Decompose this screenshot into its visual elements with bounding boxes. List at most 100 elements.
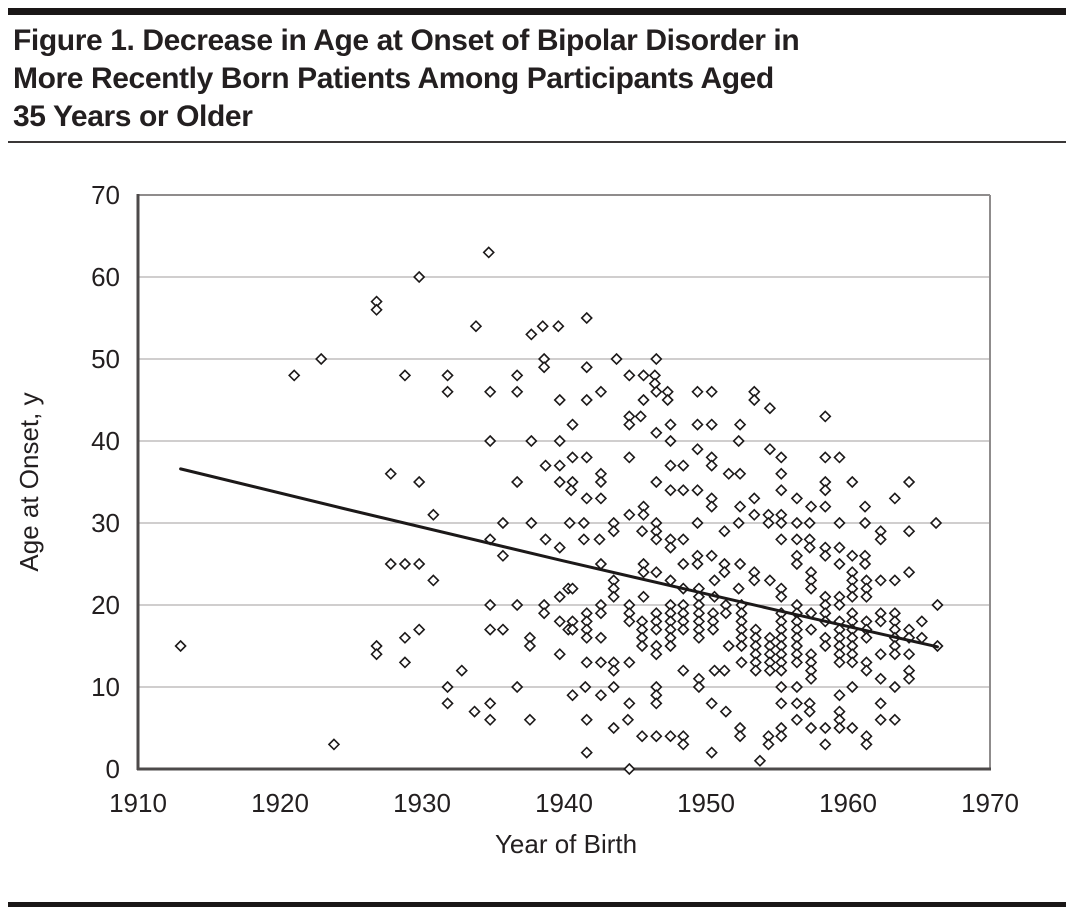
data-point-diamond — [846, 656, 859, 669]
data-point-diamond — [790, 492, 804, 505]
data-point-diamond — [819, 484, 832, 497]
data-point-diamond — [888, 492, 901, 505]
data-point-diamond — [763, 664, 777, 677]
data-point-diamond — [623, 418, 636, 431]
data-point-diamond — [664, 639, 677, 653]
data-point-diamond — [790, 516, 804, 530]
plot-border — [136, 194, 991, 771]
data-point-diamond — [482, 246, 495, 259]
data-point-diamond — [650, 730, 663, 743]
data-point-diamond — [691, 484, 704, 497]
figure-title-line-3: 35 Years or Older — [13, 100, 253, 133]
data-point-diamond — [833, 598, 846, 612]
data-point-diamond — [384, 557, 397, 571]
data-point-diamond — [775, 664, 788, 677]
data-point-diamond — [650, 648, 663, 661]
data-point-diamond — [677, 623, 690, 636]
data-point-diamond — [833, 516, 846, 530]
trend-line — [179, 467, 939, 649]
data-point-diamond — [580, 746, 593, 759]
data-point-diamond — [607, 664, 620, 677]
data-point-diamond — [748, 393, 761, 407]
data-point-diamond — [511, 680, 524, 694]
data-point-diamond — [803, 516, 816, 530]
data-point-diamond — [580, 713, 593, 726]
data-point-diamond — [775, 451, 788, 464]
data-point-diamond — [677, 738, 690, 751]
data-point-diamond — [677, 664, 690, 677]
data-point-diamond — [902, 525, 916, 538]
data-point-diamond — [441, 697, 454, 710]
y-tick-label-20: 20 — [91, 590, 120, 620]
x-tick-label-1940: 1940 — [535, 788, 593, 818]
data-point-diamond — [888, 713, 901, 726]
data-point-diamond — [579, 680, 592, 694]
data-point-diamond — [580, 656, 593, 669]
data-point-diamond — [915, 615, 928, 628]
data-point-diamond — [511, 475, 524, 489]
data-point-diamond — [733, 418, 747, 431]
data-point-diamond — [441, 680, 454, 694]
data-point-diamond — [874, 697, 887, 710]
data-point-diamond — [803, 541, 816, 554]
x-tick-label-1930: 1930 — [393, 788, 451, 818]
data-point-diamond — [553, 590, 566, 603]
data-point-diamond — [775, 680, 788, 694]
data-point-diamond — [803, 705, 816, 718]
data-point-diamond — [749, 664, 762, 677]
data-point-diamond — [580, 451, 593, 464]
data-point-diamond — [664, 459, 677, 472]
data-point-diamond — [635, 730, 649, 743]
data-point-diamond — [564, 484, 578, 497]
data-point-diamond — [846, 721, 859, 735]
data-point-diamond — [902, 475, 916, 489]
data-point-diamond — [664, 730, 677, 743]
data-point-diamond — [691, 516, 704, 530]
data-point-diamond — [536, 320, 549, 333]
data-point-diamond — [692, 631, 706, 644]
data-point-diamond — [650, 623, 663, 636]
data-point-diamond — [833, 451, 846, 464]
data-point-diamond — [732, 582, 745, 595]
data-point-diamond — [664, 434, 677, 448]
data-point-diamond — [539, 533, 552, 546]
data-point-diamond — [594, 656, 608, 669]
y-tick-label-40: 40 — [91, 426, 120, 456]
data-point-diamond — [775, 516, 788, 530]
data-point-diamond — [719, 705, 733, 718]
data-point-diamond — [637, 590, 650, 603]
y-axis-title: Age at Onset, y — [14, 392, 44, 571]
data-point-diamond — [623, 451, 636, 464]
data-point-diamond — [469, 320, 483, 333]
data-point-diamond — [874, 713, 887, 726]
data-point-diamond — [705, 549, 718, 562]
data-point-diamond — [790, 557, 804, 571]
data-point-diamond — [484, 385, 497, 398]
data-point-diamond — [370, 648, 383, 661]
data-point-diamond — [748, 574, 761, 587]
data-point-diamond — [484, 713, 497, 726]
data-point-diamond — [594, 689, 608, 702]
data-point-diamond — [650, 385, 663, 398]
data-point-diamond — [858, 500, 872, 513]
data-point-diamond — [566, 689, 579, 702]
data-point-diamond — [511, 385, 524, 398]
data-point-diamond — [496, 516, 510, 530]
data-point-diamond — [413, 475, 426, 489]
data-point-diamond — [455, 664, 468, 677]
data-point-diamond — [819, 738, 832, 751]
data-point-diamond — [790, 680, 804, 694]
y-tick-label-50: 50 — [91, 344, 120, 374]
data-point-diamond — [566, 582, 579, 595]
data-point-diamond — [553, 475, 566, 489]
data-point-diamond — [566, 418, 579, 431]
data-point-diamond — [775, 533, 788, 546]
data-point-diamond — [553, 393, 566, 407]
data-point-diamond — [775, 590, 788, 603]
data-point-diamond — [846, 680, 859, 694]
data-point-diamond — [888, 680, 901, 694]
data-point-diamond — [327, 738, 341, 751]
data-point-diamond — [860, 738, 873, 751]
data-point-diamond — [607, 680, 620, 694]
